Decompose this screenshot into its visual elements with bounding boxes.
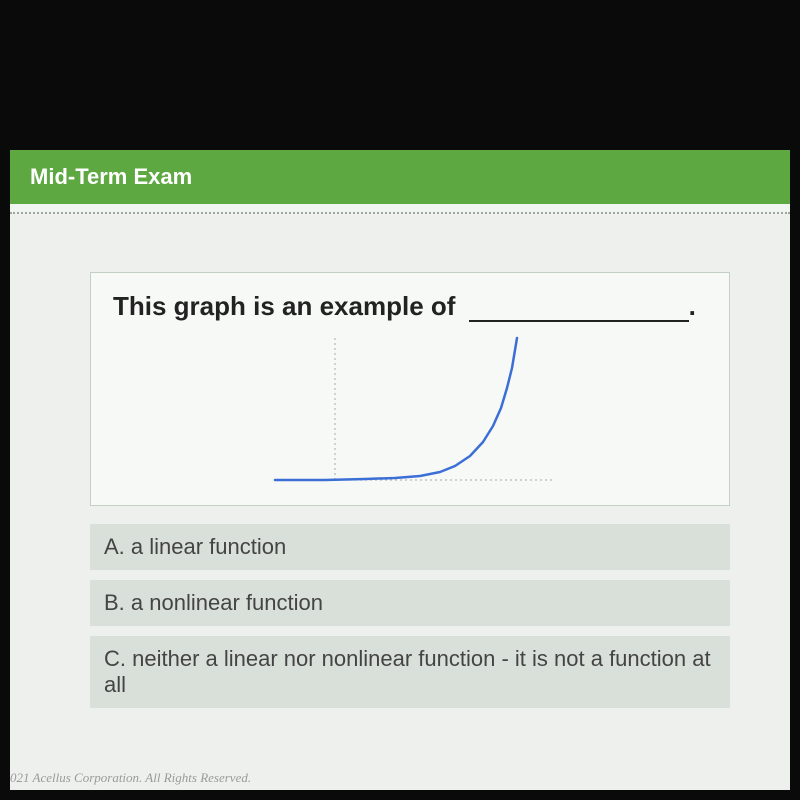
answer-option-b[interactable]: B. a nonlinear function [90,580,730,626]
outer-dark-region: Mid-Term Exam This graph is an example o… [0,0,800,800]
answer-letter: C. [104,646,132,671]
curve-chart [255,332,565,492]
header-title: Mid-Term Exam [30,164,192,189]
question-prompt: This graph is an example of . [113,291,707,322]
question-suffix: . [689,291,696,321]
header-bar: Mid-Term Exam [10,150,790,204]
chart-container [113,332,707,497]
answer-letter: B. [104,590,131,615]
question-box: This graph is an example of . [90,272,730,506]
blank-line [469,320,689,322]
footer-copyright: 021 Acellus Corporation. All Rights Rese… [10,770,251,786]
answer-text: neither a linear nor nonlinear function … [104,646,711,697]
dotted-divider [10,204,790,214]
content-area: This graph is an example of . A. a linea… [10,242,790,728]
answer-option-a[interactable]: A. a linear function [90,524,730,570]
answer-letter: A. [104,534,131,559]
question-prefix: This graph is an example of [113,291,455,321]
answer-text: a linear function [131,534,286,559]
app-frame: Mid-Term Exam This graph is an example o… [10,150,790,790]
answer-option-c[interactable]: C. neither a linear nor nonlinear functi… [90,636,730,708]
answers-container: A. a linear function B. a nonlinear funct… [90,524,730,708]
answer-text: a nonlinear function [131,590,323,615]
